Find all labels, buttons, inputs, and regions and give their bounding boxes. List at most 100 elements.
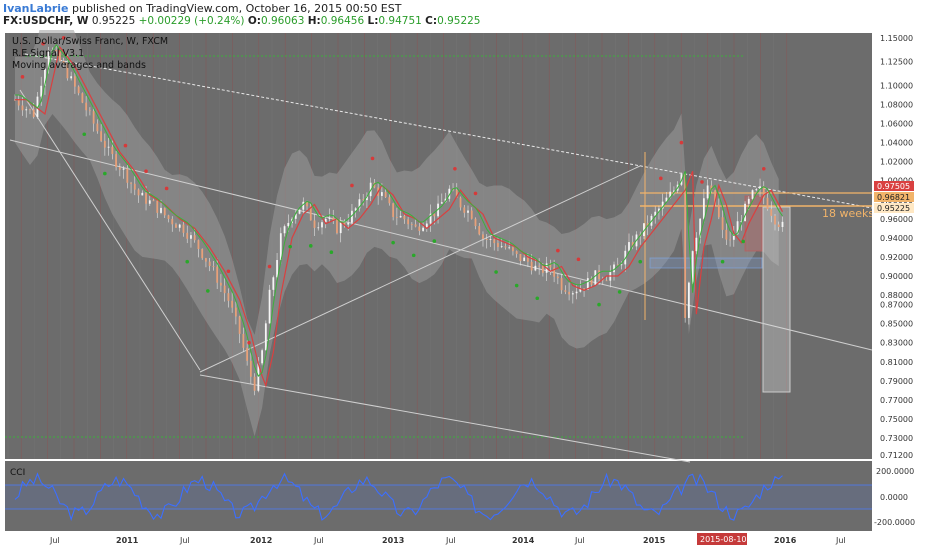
candle-body [160, 207, 162, 213]
candle-body [725, 229, 728, 240]
candle-body [182, 224, 185, 233]
candle-body [497, 243, 499, 248]
candle-body [32, 109, 35, 118]
published-info: published on TradingView.com, October 16… [71, 2, 402, 15]
candle-body [29, 109, 31, 111]
price-tag-3: 0.95225 [877, 204, 910, 213]
candle-body [380, 192, 383, 196]
signal-dot [659, 176, 663, 181]
candle-body [395, 217, 398, 218]
price-chart[interactable]: U.S. Dollar/Swiss Franc, W, FXCM R.E.Sig… [0, 30, 932, 550]
candle-body [508, 247, 511, 249]
candle-body [268, 289, 271, 324]
author-name[interactable]: IvanLabrie [3, 2, 69, 15]
candle-body [238, 316, 241, 334]
candle-body [658, 208, 660, 212]
candle-body [774, 215, 776, 225]
chart-title: U.S. Dollar/Swiss Franc, W, FXCM [12, 36, 168, 47]
signal-dot [700, 180, 704, 184]
signal-dot [267, 264, 272, 269]
candle-body [616, 264, 619, 266]
candle-body [489, 239, 492, 240]
candle-body [283, 226, 286, 234]
x-tick-11: 2016 [774, 536, 797, 545]
signal-dot [494, 270, 498, 274]
candle-body [148, 200, 151, 204]
candle-body [373, 182, 376, 188]
candle-body [47, 50, 50, 69]
candle-body [44, 68, 46, 86]
y-tick-0: 1.15000 [880, 34, 913, 43]
candle-body [205, 258, 207, 262]
y-tick-16: 0.83000 [880, 339, 913, 348]
candle-body [25, 109, 28, 111]
candle-body [579, 288, 582, 292]
signal-dot [411, 253, 416, 258]
candle-body [384, 192, 387, 198]
candle-body [88, 110, 91, 112]
candle-body [358, 199, 361, 209]
candle-body [646, 223, 649, 226]
close-value: 0.95225 [437, 15, 481, 27]
y-axis[interactable] [872, 33, 932, 531]
candle-body [766, 197, 769, 210]
candle-body [55, 50, 58, 52]
signal-dot [576, 257, 581, 262]
candle-body [313, 220, 316, 228]
candle-body [332, 217, 335, 221]
signal-dot [20, 75, 25, 79]
y-tick-3: 1.08000 [880, 100, 913, 109]
candle-body [216, 266, 219, 283]
candle-body [242, 333, 245, 348]
signal-dot [144, 169, 148, 173]
candle-body [354, 208, 357, 211]
signal-dot [370, 156, 375, 161]
cci-tick-bottom: -200.0000 [874, 518, 915, 527]
x-tick-3: 2012 [250, 536, 272, 545]
candle-body [770, 209, 773, 216]
candle-body [156, 200, 159, 213]
signal-dot [617, 290, 622, 294]
candle-body [590, 278, 593, 285]
publisher-line: IvanLabrie published on TradingView.com,… [3, 2, 401, 15]
x-tick-6: Jul [445, 536, 456, 545]
signal-dot [61, 35, 66, 40]
y-tick-4: 1.06000 [880, 120, 913, 129]
y-tick-22: 0.71200 [880, 451, 913, 460]
candle-body [556, 276, 559, 279]
signal-dot [123, 143, 128, 148]
candle-body [261, 350, 263, 364]
low-value: 0.94751 [378, 15, 422, 27]
candle-body [306, 201, 308, 207]
candle-body [631, 242, 634, 247]
candle-body [500, 246, 503, 248]
candle-body [714, 190, 717, 205]
candle-body [152, 200, 155, 202]
moving-average-green [15, 44, 783, 377]
open-value: 0.96063 [260, 15, 305, 27]
candle-body [392, 203, 395, 218]
candle-body [190, 235, 192, 239]
candle-body [455, 189, 458, 198]
y-tick-15: 0.85000 [880, 320, 913, 329]
signal-dot [761, 167, 766, 171]
x-tick-10: 2015-08-10 [700, 535, 747, 544]
candle-body [249, 360, 252, 377]
candle-body [504, 246, 507, 248]
candle-body [351, 210, 353, 223]
candle-body [339, 222, 342, 234]
candle-body [223, 285, 226, 294]
candle-body [755, 189, 758, 191]
projection-box [762, 206, 791, 393]
signal-dot [82, 132, 87, 137]
candle-body [777, 224, 780, 227]
price-tag-3-bg [874, 203, 914, 213]
candle-body [523, 257, 526, 262]
candle-body [186, 232, 189, 239]
x-tick-12: Jul [835, 536, 846, 545]
candle-body [17, 99, 20, 106]
candle-body [403, 215, 406, 220]
candle-body [519, 254, 522, 262]
candle-body [467, 210, 469, 213]
signal-dot [308, 244, 313, 248]
